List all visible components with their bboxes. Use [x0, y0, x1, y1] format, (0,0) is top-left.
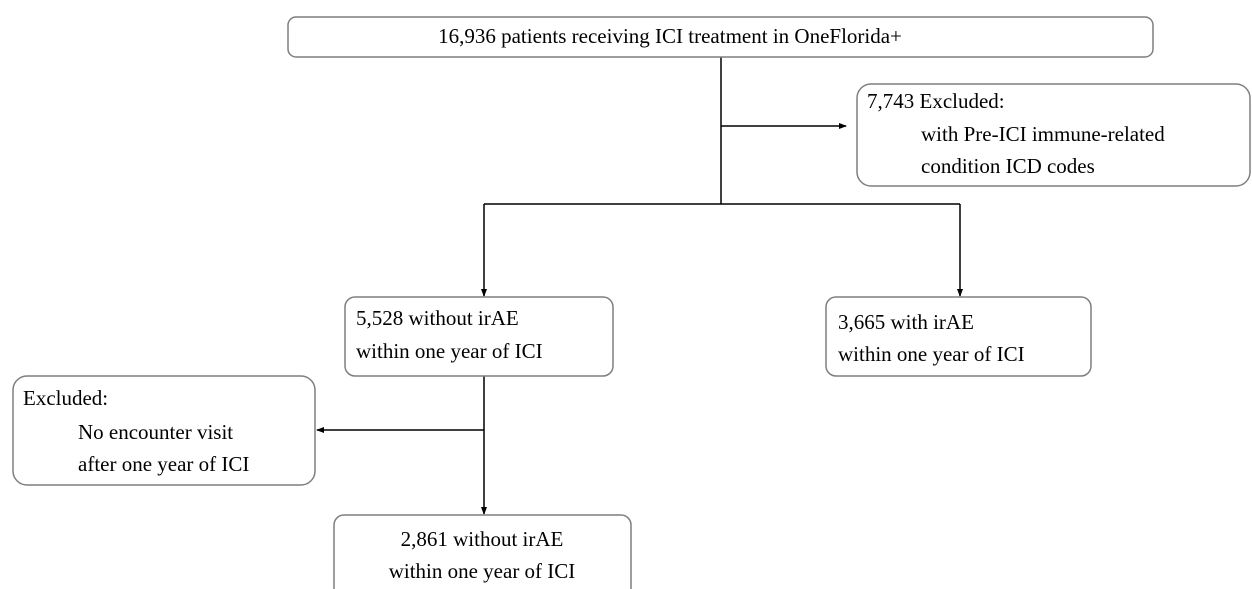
node-box: [287, 16, 1154, 58]
node-box: [825, 296, 1092, 377]
node-text: 5,528 without irAE: [356, 306, 519, 330]
node-text: within one year of ICI: [838, 342, 1025, 366]
node-text: condition ICD codes: [921, 154, 1095, 178]
node-box: [12, 375, 316, 486]
node-box: [856, 83, 1251, 187]
node-text: Excluded:: [23, 386, 108, 410]
node-text: within one year of ICI: [389, 559, 576, 583]
node-text: 2,861 without irAE: [401, 527, 564, 551]
node-text: within one year of ICI: [356, 339, 543, 363]
node-text: 16,936 patients receiving ICI treatment …: [438, 24, 902, 48]
node-text: No encounter visit: [78, 420, 233, 444]
node-text: after one year of ICI: [78, 452, 249, 476]
node-box: [344, 296, 614, 377]
node-text: with Pre-ICI immune-related: [921, 122, 1165, 146]
node-text: 3,665 with irAE: [838, 310, 974, 334]
node-box: [333, 514, 632, 589]
node-text: 7,743 Excluded:: [867, 89, 1005, 113]
